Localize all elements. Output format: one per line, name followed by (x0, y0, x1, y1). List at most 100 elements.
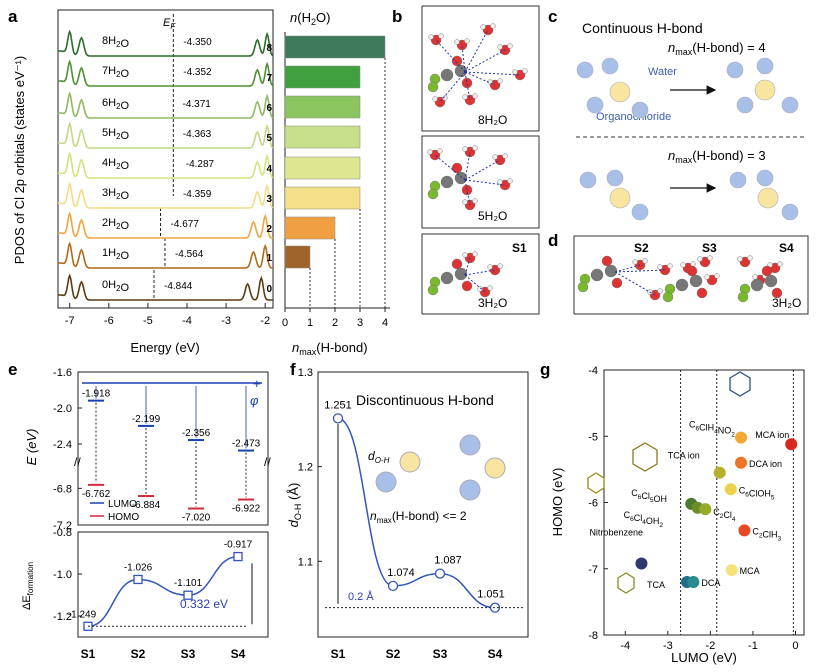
water-hydrogen (477, 286, 483, 292)
pdos-curve (57, 181, 274, 209)
c-n3: nmax(H-bond) = 3 (668, 148, 766, 165)
hbond-line (435, 39, 466, 73)
c-title: Continuous H-bond (582, 20, 703, 36)
homo-lumo-point-label: DCA (701, 578, 720, 588)
homo-lumo-point (735, 431, 748, 444)
e-category-label: S4 (231, 647, 246, 661)
pdos-curve (57, 59, 274, 87)
pdos-series-label: 1H2O (102, 247, 129, 262)
f-ytick-label: 1.1 (298, 556, 313, 568)
chlorine-atom (427, 188, 439, 200)
g-xtick-label: -2 (705, 640, 715, 652)
water-hydrogen (454, 39, 460, 45)
schematic-ball (757, 187, 779, 209)
e-ytick-label: -6.8 (53, 483, 72, 495)
e-ytick-label: -2.0 (53, 403, 72, 415)
bar-ytitle: n(H2O) (290, 10, 330, 27)
panel-letter-a: a (8, 7, 18, 26)
hbond-line (464, 269, 496, 276)
pdos-fermi-value: -4.844 (164, 281, 193, 292)
carbon-atom (604, 264, 618, 278)
schematic-ball (576, 61, 594, 79)
g-ylabel: HOMO (eV) (550, 468, 565, 537)
water-hydrogen (642, 258, 648, 264)
schematic-ball (781, 203, 799, 221)
bar-xtick-label: 1 (307, 317, 313, 329)
pdos-xtick-label: -4 (182, 315, 192, 327)
homo-lumo-point-label: C6Cl5OH (631, 488, 667, 504)
oxygen-atom (696, 287, 708, 299)
water-hydrogen (472, 251, 478, 257)
f-doh-label: dO-H (368, 449, 390, 465)
oxygen-atom (611, 277, 623, 289)
pdos-xtick-label: -5 (143, 315, 153, 327)
e2-ytick-label: -1.0 (53, 569, 72, 581)
doh-value: 1.251 (324, 399, 352, 411)
molecule-8h2o (427, 23, 528, 108)
f-category-label: S1 (331, 647, 346, 661)
panel-letter-e: e (8, 360, 17, 379)
water-hydrogen (507, 178, 513, 184)
g-xtick-label: -3 (663, 640, 673, 652)
water-hydrogen (462, 252, 468, 258)
e-axis-break: // (264, 455, 271, 469)
label-s2: S2 (634, 241, 649, 255)
formation-value: -1.026 (124, 562, 153, 573)
pdos-curve (57, 151, 274, 179)
homo-lumo-point-label: C2Cl4 (713, 507, 736, 523)
bar-xtick-label: 4 (382, 317, 388, 329)
water-hydrogen (707, 255, 713, 261)
carbon-atom (440, 175, 454, 189)
hbond-bar (284, 245, 311, 269)
homo-lumo-point-label: MCA (740, 566, 760, 576)
bar-category-label: 5 (266, 133, 272, 144)
water-hydrogen (497, 263, 503, 269)
hbond-bar (284, 35, 386, 59)
panel-letter-c: c (548, 7, 557, 26)
oxygen-atom (601, 255, 613, 267)
water-hydrogen (752, 274, 758, 280)
formation-point (183, 590, 193, 600)
water-hydrogen (472, 145, 478, 151)
hbond-bar (284, 125, 361, 149)
g-ytick-label: -4 (588, 365, 598, 377)
bar-category-label: 3 (266, 194, 272, 205)
carbon-atom (750, 278, 764, 292)
homo-lumo-point-label: TCA ion (668, 451, 700, 461)
carbon-atom (764, 274, 778, 288)
pdos-series-label: 5H2O (102, 127, 129, 142)
water-hydrogen (632, 259, 638, 265)
water-hydrogen (704, 274, 710, 280)
fermi-label: EF (163, 17, 176, 31)
g-ytick-label: -8 (588, 630, 598, 642)
hbond-line (464, 71, 496, 86)
homo-value: -6.884 (132, 500, 161, 511)
legend-homo: HOMO (108, 512, 139, 523)
pdos-fermi-value: -4.363 (183, 129, 212, 140)
c-water-label: Water (648, 66, 677, 78)
f-schematic-ball (375, 471, 397, 493)
doh-point (387, 580, 399, 592)
bar-category-label: 1 (266, 253, 272, 264)
formation-value: -1.249 (68, 609, 97, 620)
water-hydrogen (657, 288, 663, 294)
carbon-atom (440, 271, 454, 285)
water-hydrogen (512, 69, 518, 75)
formation-line (87, 555, 239, 628)
water-hydrogen (464, 38, 470, 44)
pdos-chart: PDOS of Cl 2p orbitals (states eV⁻¹) Ene… (12, 9, 274, 355)
water-hydrogen (667, 263, 673, 269)
g-xtick-label: -1 (748, 640, 758, 652)
water-hydrogen (502, 153, 508, 159)
f-nmax-label: nmax(H-bond) <= 2 (370, 509, 467, 525)
water-hydrogen (522, 68, 528, 74)
f-category-label: S3 (433, 647, 448, 661)
schematic-ball (609, 187, 631, 209)
formation-point (233, 551, 243, 562)
c-organochloride-label: Organochloride (596, 111, 671, 123)
nitrochlorobenzene-ring (729, 371, 751, 397)
hbond-bar (284, 156, 361, 180)
lumo-homo-chart: E (eV) LUMO HOMO -1.6 -2.0 -2.4 -6.8 -7.2 // /… (24, 367, 271, 532)
label-5h2o: 5H₂O (478, 209, 507, 223)
structure-box-s1 (421, 233, 540, 315)
